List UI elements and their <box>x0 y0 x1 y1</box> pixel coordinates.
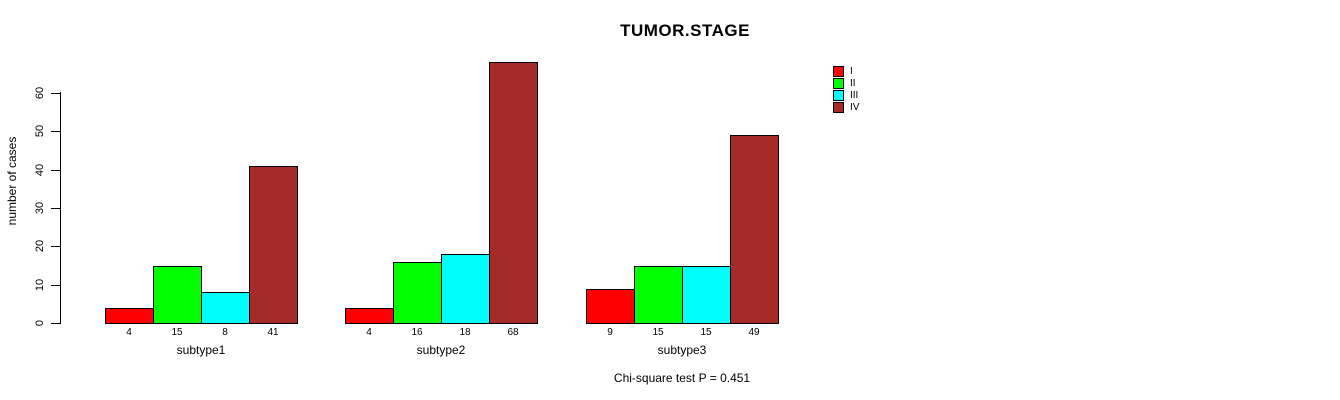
bar-subtype3-stage-I <box>586 289 635 324</box>
bar-subtype2-stage-II <box>393 262 442 324</box>
legend: I II III IV <box>833 65 859 113</box>
bar-subtype1-stage-IV <box>249 166 298 324</box>
y-tick-label: 0 <box>34 319 46 327</box>
bar-value-label: 15 <box>171 327 183 338</box>
bar-subtype2-stage-I <box>345 308 394 324</box>
y-tick-mark <box>51 285 60 286</box>
legend-label: IV <box>850 101 860 113</box>
legend-swatch-icon <box>833 65 844 77</box>
bar-value-label: 4 <box>126 327 132 338</box>
bar-value-label: 9 <box>607 327 613 338</box>
bar-value-label: 4 <box>366 327 372 338</box>
group-label-subtype2: subtype2 <box>416 343 466 357</box>
bar-value-label: 15 <box>700 327 712 338</box>
bar-value-label: 41 <box>267 327 279 338</box>
y-tick-label: 10 <box>34 278 46 292</box>
legend-swatch-icon <box>833 101 844 113</box>
bar-subtype3-stage-III <box>682 266 731 324</box>
y-tick-mark <box>51 93 60 94</box>
y-tick-mark <box>51 208 60 209</box>
bar-subtype1-stage-I <box>105 308 154 324</box>
chi-square-annotation: Chi-square test P = 0.451 <box>613 371 751 385</box>
bar-value-label: 8 <box>222 327 228 338</box>
bar-value-label: 18 <box>459 327 471 338</box>
bar-value-label: 15 <box>652 327 664 338</box>
y-tick-label: 20 <box>34 239 46 253</box>
y-tick-label: 60 <box>34 86 46 100</box>
y-axis-line <box>60 92 61 324</box>
y-axis-title: number of cases <box>5 136 19 226</box>
y-tick-label: 40 <box>34 163 46 177</box>
y-tick-mark <box>51 323 60 324</box>
y-tick-label: 50 <box>34 124 46 138</box>
y-tick-label: 30 <box>34 201 46 215</box>
legend-label: I <box>850 65 853 77</box>
group-label-subtype3: subtype3 <box>657 343 707 357</box>
legend-swatch-icon <box>833 77 844 89</box>
bar-subtype1-stage-II <box>153 266 202 324</box>
legend-row-III: III <box>833 89 859 101</box>
y-tick-mark <box>51 131 60 132</box>
legend-row-I: I <box>833 65 859 77</box>
bar-subtype2-stage-III <box>441 254 490 324</box>
bar-subtype1-stage-III <box>201 292 250 324</box>
legend-row-II: II <box>833 77 859 89</box>
bar-value-label: 49 <box>748 327 760 338</box>
legend-label: II <box>850 77 856 89</box>
bar-subtype2-stage-IV <box>489 62 538 324</box>
legend-label: III <box>850 89 859 101</box>
group-label-subtype1: subtype1 <box>176 343 226 357</box>
bar-subtype3-stage-II <box>634 266 683 324</box>
bar-subtype3-stage-IV <box>730 135 779 324</box>
legend-row-IV: IV <box>833 101 859 113</box>
bar-value-label: 16 <box>411 327 423 338</box>
y-tick-mark <box>51 170 60 171</box>
legend-swatch-icon <box>833 89 844 101</box>
bar-value-label: 68 <box>507 327 519 338</box>
chart-title: TUMOR.STAGE <box>620 21 750 40</box>
y-tick-mark <box>51 246 60 247</box>
